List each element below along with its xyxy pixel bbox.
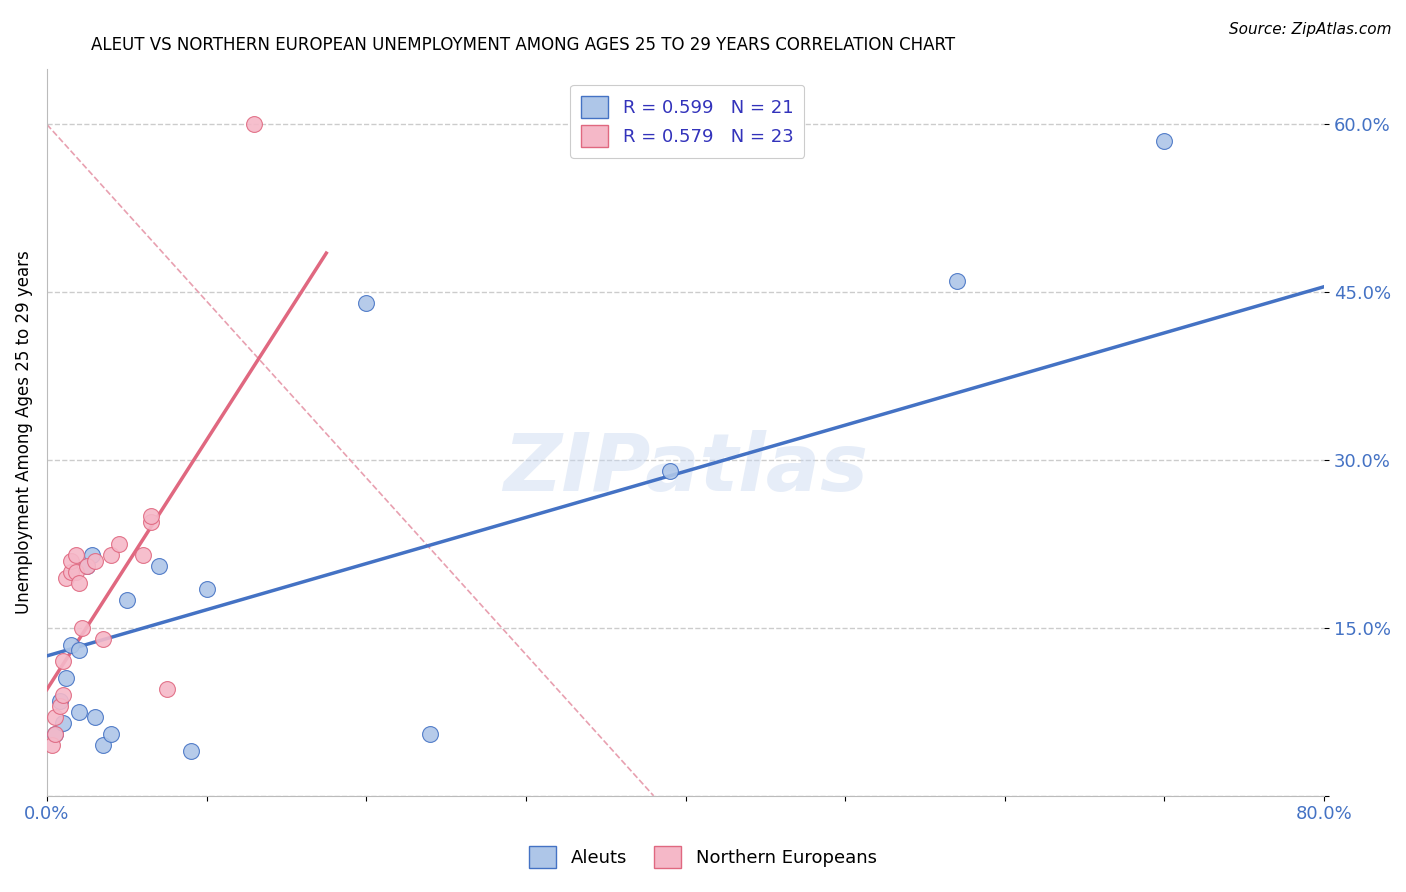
Point	[180, 744, 202, 758]
Point	[148, 559, 170, 574]
Text: ALEUT VS NORTHERN EUROPEAN UNEMPLOYMENT AMONG AGES 25 TO 29 YEARS CORRELATION CH: ALEUT VS NORTHERN EUROPEAN UNEMPLOYMENT …	[91, 36, 956, 54]
Point	[243, 118, 266, 132]
Point	[100, 548, 122, 562]
Point	[91, 739, 114, 753]
Point	[83, 710, 105, 724]
Text: Source: ZipAtlas.com: Source: ZipAtlas.com	[1229, 22, 1392, 37]
Point	[48, 699, 70, 714]
Point	[1153, 134, 1175, 148]
Point	[107, 537, 129, 551]
Point	[70, 621, 93, 635]
Point	[59, 554, 82, 568]
Point	[44, 727, 66, 741]
Point	[67, 643, 90, 657]
Point	[52, 716, 75, 731]
Point	[83, 554, 105, 568]
Point	[131, 548, 153, 562]
Text: ZIPatlas: ZIPatlas	[503, 430, 868, 508]
Point	[91, 632, 114, 647]
Point	[44, 727, 66, 741]
Y-axis label: Unemployment Among Ages 25 to 29 years: Unemployment Among Ages 25 to 29 years	[15, 251, 32, 614]
Point	[156, 682, 179, 697]
Point	[139, 515, 162, 529]
Point	[946, 274, 969, 288]
Point	[80, 548, 103, 562]
Point	[44, 710, 66, 724]
Point	[65, 565, 87, 579]
Point	[41, 739, 63, 753]
Point	[55, 671, 77, 685]
Point	[419, 727, 441, 741]
Point	[115, 593, 138, 607]
Point	[59, 565, 82, 579]
Point	[354, 296, 377, 310]
Point	[658, 464, 681, 478]
Point	[48, 693, 70, 707]
Point	[59, 638, 82, 652]
Point	[100, 727, 122, 741]
Point	[195, 582, 218, 596]
Point	[67, 705, 90, 719]
Point	[139, 509, 162, 524]
Point	[52, 655, 75, 669]
Point	[67, 576, 90, 591]
Point	[55, 571, 77, 585]
Point	[52, 688, 75, 702]
Point	[76, 559, 98, 574]
Point	[65, 548, 87, 562]
Legend: R = 0.599   N = 21, R = 0.579   N = 23: R = 0.599 N = 21, R = 0.579 N = 23	[571, 85, 804, 158]
Legend: Aleuts, Northern Europeans: Aleuts, Northern Europeans	[519, 835, 887, 879]
Point	[76, 559, 98, 574]
